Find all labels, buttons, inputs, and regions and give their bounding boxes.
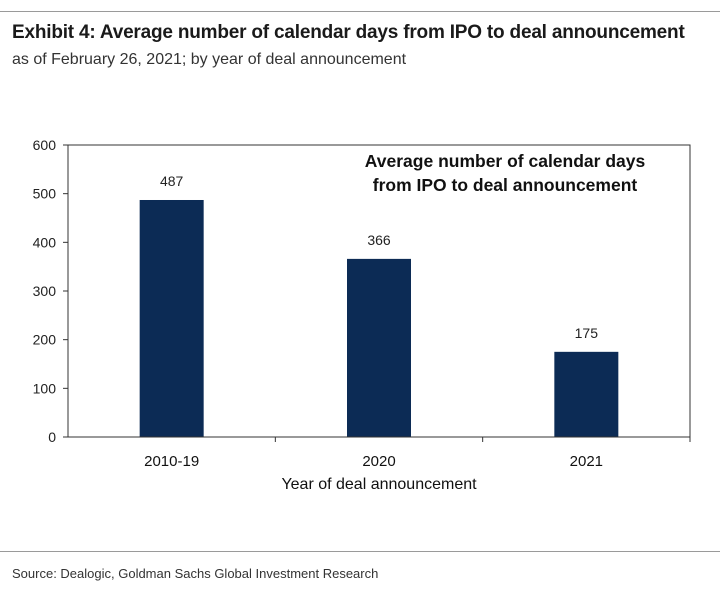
chart-title-line-2: from IPO to deal announcement <box>373 175 638 195</box>
y-axis: 0 100 200 300 400 500 600 <box>33 137 68 445</box>
plot-frame <box>67 144 691 438</box>
data-label-2010-19: 487 <box>160 173 184 189</box>
data-label-2020: 366 <box>367 232 391 248</box>
chart-area: 0 100 200 300 400 500 600 487 366 175 Average nu… <box>0 130 720 500</box>
y-tick-label: 300 <box>33 283 57 299</box>
y-tick-label: 200 <box>33 332 57 348</box>
exhibit-subtitle: as of February 26, 2021; by year of deal… <box>12 51 407 68</box>
data-label-2021: 175 <box>575 325 599 341</box>
y-tick-label: 400 <box>33 234 57 250</box>
y-tick-label: 500 <box>33 186 57 202</box>
bar-chart: 0 100 200 300 400 500 600 487 366 175 Average nu… <box>33 137 691 493</box>
bar-2020 <box>347 258 411 437</box>
x-axis-label: Year of deal announcement <box>281 476 477 493</box>
bottom-rule <box>0 551 720 552</box>
source-note: Source: Dealogic, Goldman Sachs Global I… <box>12 566 379 581</box>
top-rule <box>0 11 720 12</box>
x-tick-label-2021: 2021 <box>570 453 603 470</box>
y-tick-label: 600 <box>33 137 57 153</box>
bars: 487 366 175 <box>139 173 619 437</box>
x-axis: 2010-19 2020 2021 <box>144 437 691 470</box>
chart-title-line-1: Average number of calendar days <box>365 151 646 171</box>
x-tick-label-2020: 2020 <box>362 453 395 470</box>
exhibit-title: Exhibit 4: Average number of calendar da… <box>12 22 685 43</box>
bar-2021 <box>554 351 619 437</box>
y-tick-label: 100 <box>33 380 57 396</box>
x-tick-label-2010-19: 2010-19 <box>144 453 199 470</box>
bar-2010-19 <box>139 199 204 437</box>
y-tick-label: 0 <box>48 429 56 445</box>
